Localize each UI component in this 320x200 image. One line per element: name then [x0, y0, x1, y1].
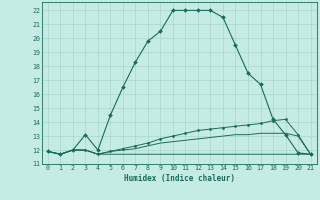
X-axis label: Humidex (Indice chaleur): Humidex (Indice chaleur): [124, 174, 235, 183]
